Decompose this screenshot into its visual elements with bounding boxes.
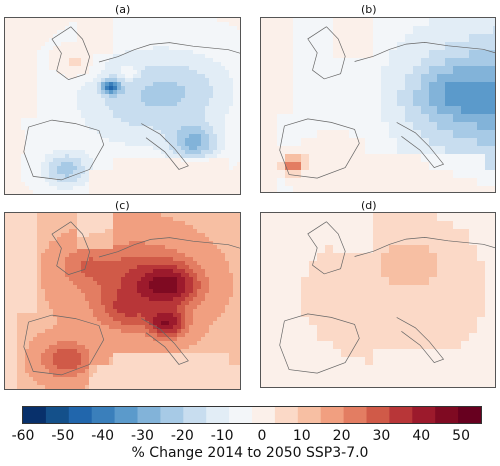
coastline xyxy=(23,221,240,376)
colorbar-bin xyxy=(412,407,436,423)
colorbar-tick-label: 40 xyxy=(412,428,431,444)
coastline xyxy=(279,221,495,374)
colorbar-label: % Change 2014 to 2050 SSP3-7.0 xyxy=(131,445,369,461)
colorbar-bin xyxy=(320,407,345,423)
colorbar-bin xyxy=(297,407,322,423)
colorbar-bin xyxy=(114,407,138,423)
colorbar-tick-label: -40 xyxy=(91,428,115,444)
map-panel-c xyxy=(4,212,241,390)
colorbar-bin xyxy=(183,407,207,423)
coastline xyxy=(279,26,495,179)
colorbar-bin xyxy=(252,407,276,423)
colorbar-tick-label: -60 xyxy=(11,428,35,444)
colorbar-bin xyxy=(343,407,367,423)
colorbar-bin xyxy=(458,407,481,423)
colorbar-tick-label: 50 xyxy=(452,428,470,444)
map-panel-a xyxy=(4,17,241,195)
colorbar xyxy=(22,406,482,424)
colorbar-gradient xyxy=(23,407,481,423)
colorbar-bin xyxy=(389,407,413,423)
map-a xyxy=(5,18,240,194)
panel-label-b: (b) xyxy=(361,3,377,16)
colorbar-bin xyxy=(23,407,47,423)
colorbar-bin xyxy=(435,407,459,423)
colorbar-tick-label: -50 xyxy=(51,428,75,444)
colorbar-tick-label: 0 xyxy=(257,428,267,444)
colorbar-tick-label: -10 xyxy=(210,428,234,444)
colorbar-bin xyxy=(274,407,299,423)
colorbar-bin xyxy=(137,407,161,423)
colorbar-tick-label: 10 xyxy=(292,428,311,444)
colorbar-bin xyxy=(366,407,390,423)
colorbar-tick-label: 30 xyxy=(372,428,391,444)
colorbar-bin xyxy=(206,407,230,423)
colorbar-bin xyxy=(91,407,116,423)
map-c xyxy=(5,213,240,389)
coastline xyxy=(23,26,240,181)
map-d xyxy=(261,213,495,387)
colorbar-bin xyxy=(160,407,184,423)
colorbar-bin xyxy=(68,407,93,423)
map-b xyxy=(261,18,495,192)
panel-label-c: (c) xyxy=(115,199,130,212)
colorbar-bin xyxy=(229,407,253,423)
panel-label-a: (a) xyxy=(115,3,131,16)
map-panel-d xyxy=(260,212,496,388)
colorbar-bin xyxy=(45,407,70,423)
colorbar-tick-label: 20 xyxy=(332,428,351,444)
colorbar-tick-label: -30 xyxy=(131,428,154,444)
panel-label-d: (d) xyxy=(361,199,377,212)
map-panel-b xyxy=(260,17,496,193)
colorbar-tick-label: -20 xyxy=(170,428,194,444)
